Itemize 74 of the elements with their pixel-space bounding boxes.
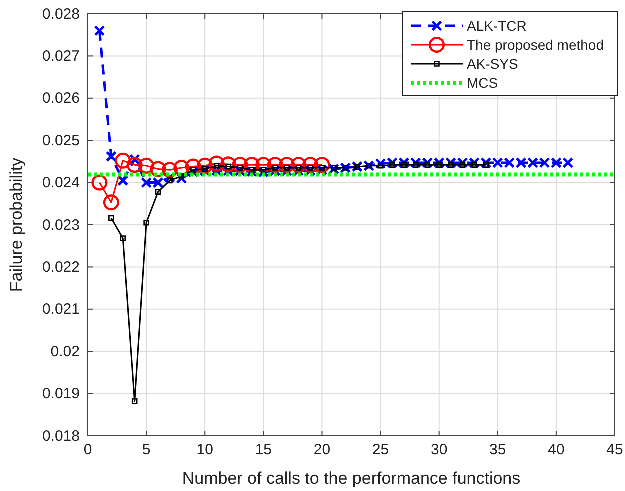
point — [103, 194, 120, 211]
point — [244, 157, 260, 174]
x-tick-label: 0 — [84, 442, 92, 459]
point — [92, 174, 108, 191]
point — [220, 156, 237, 173]
point — [424, 162, 431, 168]
point — [138, 158, 155, 174]
point — [366, 163, 372, 169]
point — [472, 162, 478, 168]
point — [106, 151, 117, 162]
point — [256, 157, 272, 174]
point — [483, 162, 490, 168]
point — [118, 175, 129, 186]
point — [132, 398, 138, 404]
x-tick-label: 25 — [372, 442, 390, 459]
point — [94, 25, 106, 36]
y-tick-label: 0.024 — [42, 174, 80, 192]
point — [267, 157, 284, 174]
point — [232, 157, 248, 174]
point — [174, 160, 190, 176]
point — [249, 167, 255, 174]
x-tick-label: 5 — [142, 442, 151, 459]
legend-label: The proposed method — [467, 37, 604, 53]
x-tick-label: 15 — [255, 442, 272, 459]
point — [126, 157, 143, 174]
x-tick-label: 40 — [548, 442, 565, 459]
point — [378, 163, 384, 169]
y-tick-label: 0.027 — [42, 48, 80, 65]
point — [197, 158, 214, 174]
x-tick-label: 45 — [606, 442, 624, 459]
x-tick-label: 20 — [314, 442, 331, 459]
y-tick-label: 0.02 — [50, 343, 80, 360]
point — [401, 162, 408, 168]
point — [448, 162, 454, 168]
y-axis-title: Failure probability — [7, 157, 26, 292]
x-axis-title: Number of calls to the performance functions — [182, 469, 521, 488]
point — [342, 165, 349, 171]
point — [167, 178, 173, 184]
y-tick-label: 0.018 — [42, 428, 80, 445]
point — [150, 161, 166, 178]
point — [144, 220, 150, 226]
point — [390, 162, 396, 168]
point — [155, 189, 162, 195]
point — [279, 157, 296, 174]
point — [162, 162, 178, 178]
y-tick-label: 0.019 — [42, 386, 80, 403]
x-tick-label: 10 — [196, 442, 214, 459]
y-tick-label: 0.026 — [42, 90, 80, 108]
point — [190, 167, 196, 174]
y-tick-label: 0.023 — [42, 216, 80, 234]
point — [115, 152, 132, 169]
point — [331, 165, 337, 171]
point — [413, 162, 419, 168]
y-tick-label: 0.022 — [42, 259, 80, 276]
legend-label: MCS — [467, 75, 498, 91]
legend-label: AK-SYS — [467, 56, 518, 72]
point — [436, 162, 442, 168]
point — [108, 215, 114, 222]
x-tick-label: 35 — [490, 442, 506, 459]
point — [260, 167, 267, 174]
x-tick-label: 30 — [430, 442, 448, 459]
point — [185, 158, 202, 175]
point — [460, 162, 466, 168]
point — [314, 157, 330, 174]
point — [202, 166, 208, 172]
y-tick-label: 0.021 — [42, 301, 80, 318]
y-tick-label: 0.028 — [42, 6, 80, 23]
point — [302, 157, 319, 174]
y-tick-label: 0.025 — [42, 132, 80, 150]
point — [290, 157, 307, 174]
point — [208, 156, 225, 172]
point — [120, 236, 126, 242]
legend-label: ALK-TCR — [467, 18, 527, 34]
point — [354, 164, 360, 170]
